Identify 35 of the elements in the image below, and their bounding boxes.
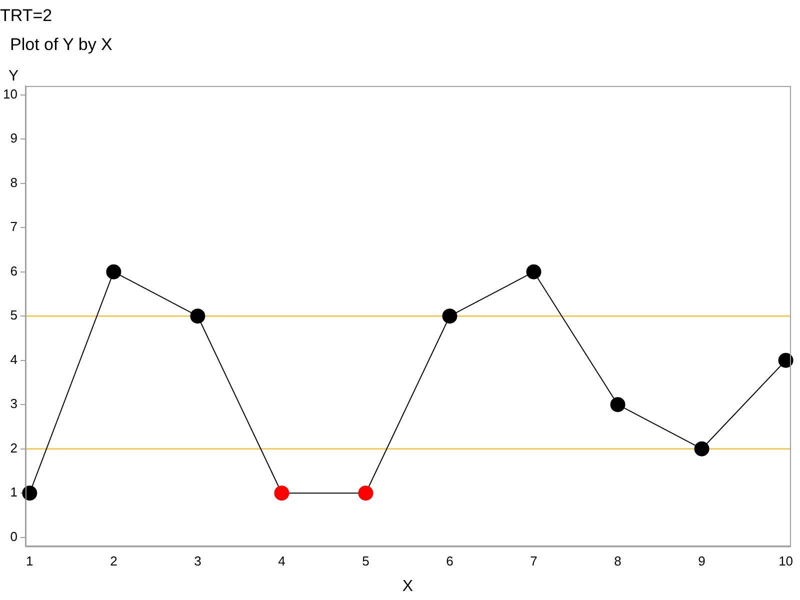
- x-tick-label: 9: [698, 554, 706, 569]
- point: [106, 264, 122, 280]
- y-tick-label: 6: [10, 263, 18, 278]
- point: [22, 486, 38, 501]
- x-tick-label: 1: [26, 554, 34, 569]
- x-tick-label: 10: [778, 554, 794, 569]
- point: [694, 441, 710, 456]
- point: [778, 352, 794, 368]
- x-tick-label: 7: [530, 554, 538, 569]
- x-tick-label: 6: [446, 554, 454, 569]
- y-tick-label: 0: [10, 528, 18, 544]
- y-tick-label: 2: [10, 440, 18, 456]
- x-tick-label: 4: [278, 554, 286, 569]
- point: [442, 308, 458, 324]
- y-tick-label: 10: [2, 86, 18, 102]
- y-tick-label: 3: [10, 396, 18, 412]
- point: [610, 397, 626, 412]
- y-tick-label: 5: [10, 308, 18, 323]
- x-axis-title: X: [402, 578, 414, 595]
- chart-title: TRT=2: [0, 6, 52, 26]
- y-tick-label: 9: [10, 130, 18, 146]
- y-tick-label: 8: [10, 174, 18, 190]
- x-tick-label: 8: [614, 554, 622, 569]
- x-tick-label: 5: [362, 554, 370, 569]
- point: [190, 308, 206, 324]
- x-tick-label: 3: [194, 554, 202, 569]
- y-tick-label: 7: [10, 219, 18, 234]
- x-tick-label: 2: [110, 554, 118, 569]
- chart-subtitle: Plot of Y by X: [10, 35, 112, 55]
- y-axis-title: Y: [8, 68, 18, 85]
- point: [526, 264, 542, 280]
- y-tick-label: 1: [10, 484, 18, 500]
- y-tick-label: 4: [10, 352, 18, 367]
- point: [358, 486, 374, 501]
- point: [274, 486, 290, 501]
